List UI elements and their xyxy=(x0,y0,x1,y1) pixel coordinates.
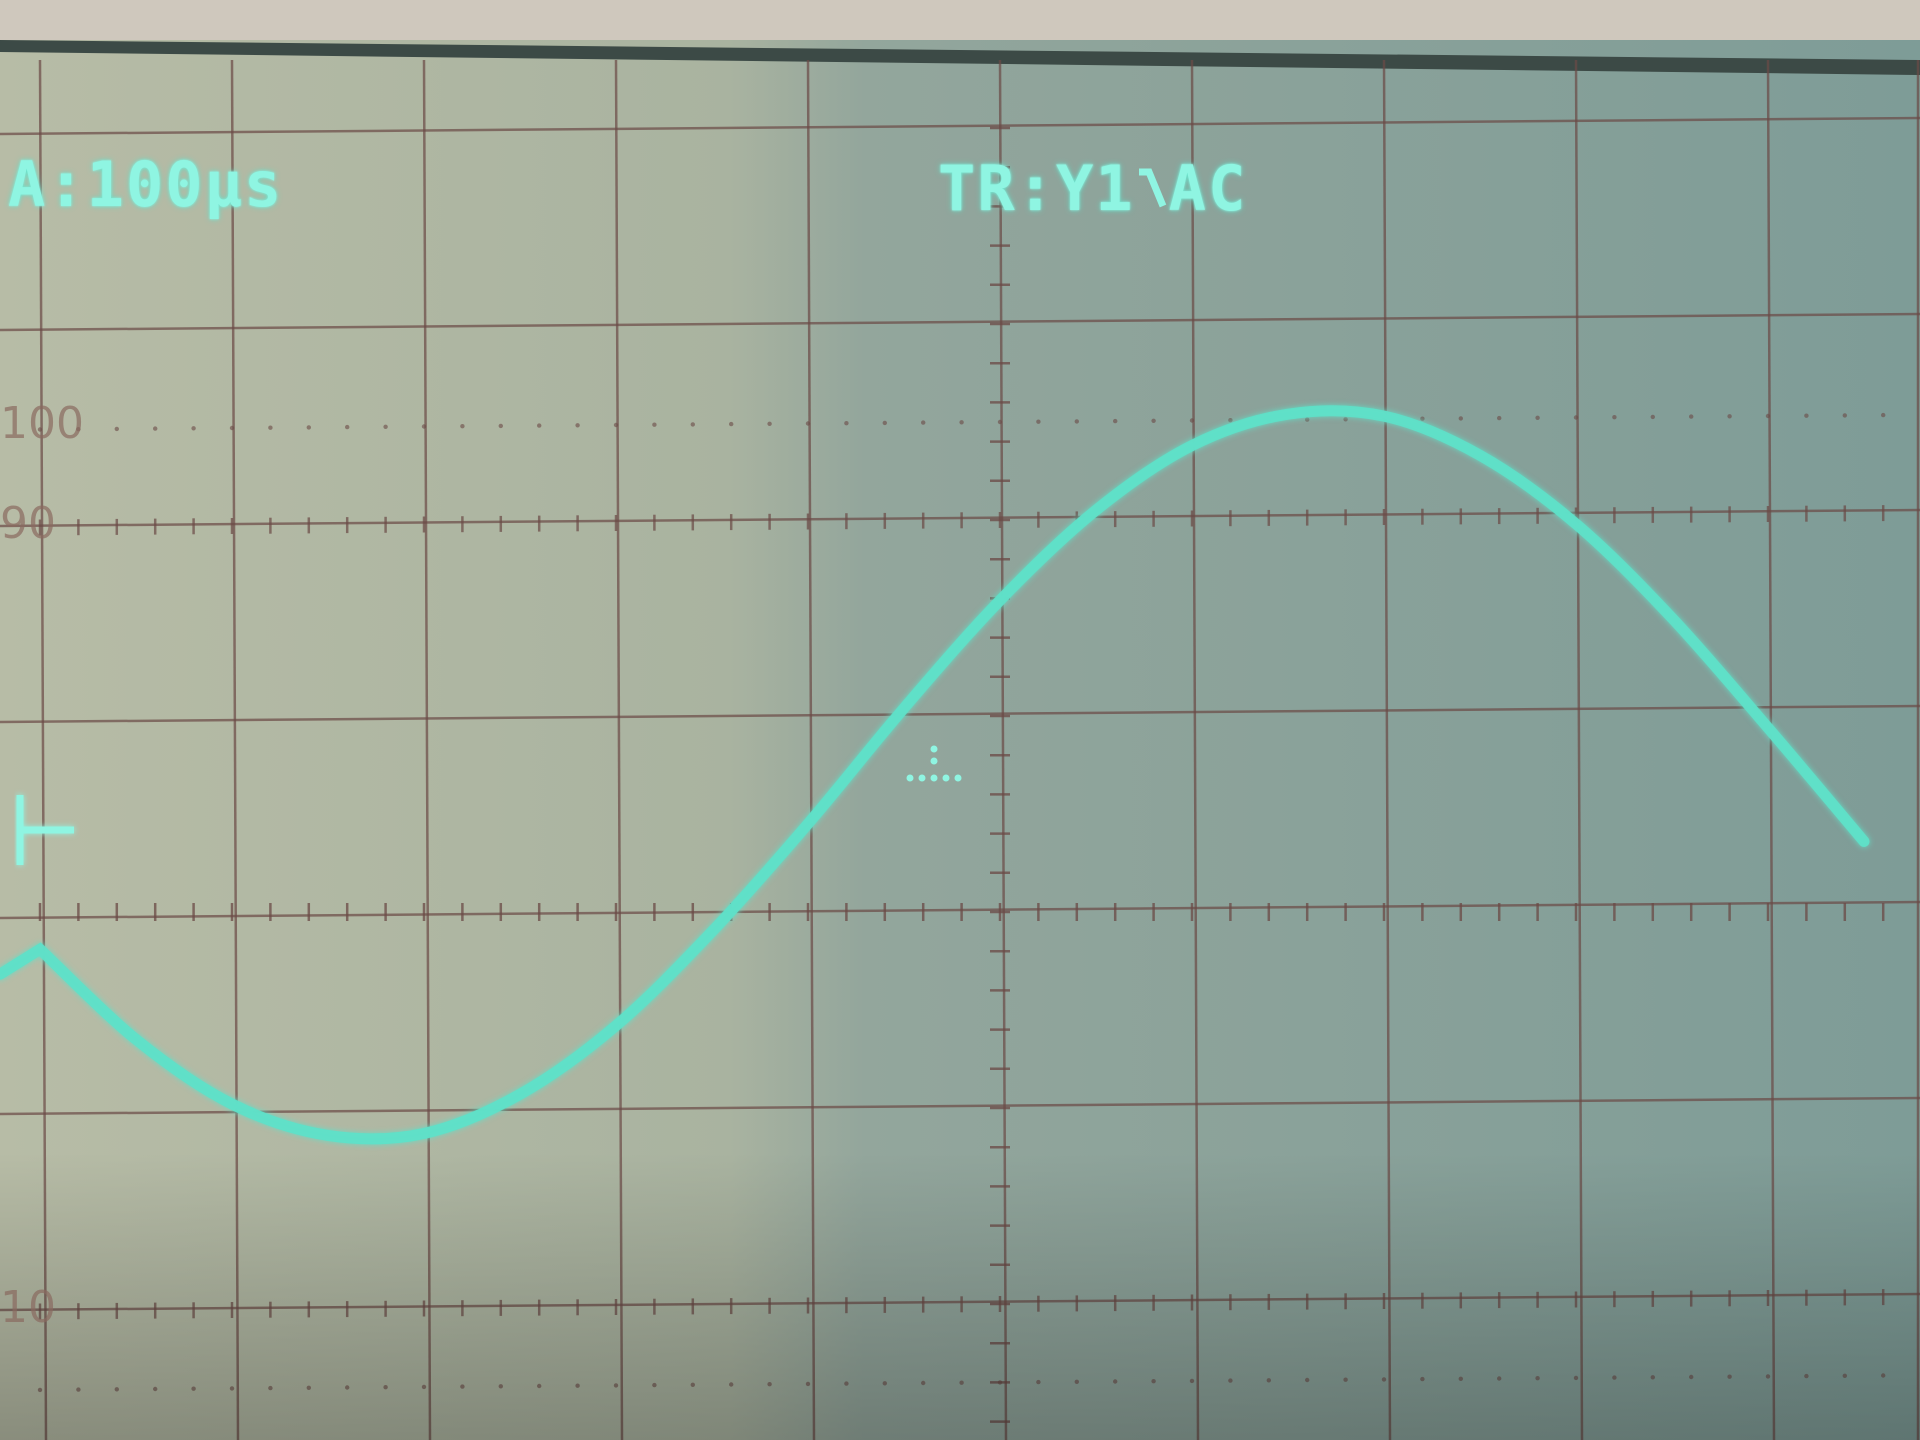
trigger-coupling: AC xyxy=(1168,152,1248,225)
graticule-label-90: 90 xyxy=(0,498,56,549)
graticule-label-10: 10 xyxy=(0,1282,56,1333)
rising-edge-icon xyxy=(1138,168,1166,208)
trigger-readout: TR:Y1 AC xyxy=(938,152,1247,225)
trigger-source: TR:Y1 xyxy=(938,152,1135,225)
timebase-readout: A:100µs xyxy=(8,148,284,221)
graticule-label-100: 100 xyxy=(0,398,84,449)
